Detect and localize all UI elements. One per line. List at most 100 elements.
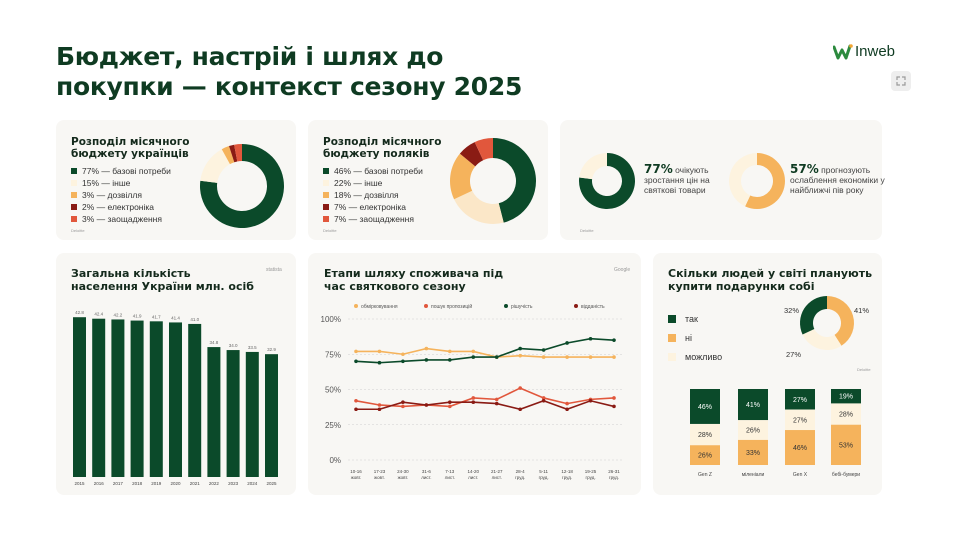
donut-value-label: 41% — [854, 306, 869, 315]
card-population: Загальна кількість населення України млн… — [56, 253, 296, 495]
legend-item: можливо — [668, 347, 722, 366]
x-tick-label: 21-27 — [491, 469, 503, 474]
brand-logo[interactable]: Inweb — [833, 43, 895, 60]
data-point — [448, 404, 452, 409]
y-tick-label: 75% — [325, 350, 341, 359]
data-point — [424, 403, 429, 407]
x-tick-label: 31-6 — [422, 469, 432, 474]
x-tick-label: 2016 — [94, 481, 105, 486]
slice-дозвілля — [221, 146, 235, 165]
journey-line-chart: обмірковування пошук пропозицій рішучість в… — [321, 303, 624, 480]
data-point — [565, 355, 569, 359]
page-title: Бюджет, настрій і шлях до покупки — конт… — [56, 42, 616, 102]
slice-expect — [745, 153, 785, 209]
card-title: Загальна кількість населення України млн… — [71, 267, 254, 293]
source-label: Deloitte — [323, 228, 337, 233]
segment-value-label: 26% — [698, 453, 712, 460]
segment-value-label: 46% — [793, 445, 807, 452]
source-label: Deloitte — [71, 228, 85, 233]
bar — [73, 317, 86, 477]
x-tick-label: 24-30 — [397, 469, 409, 474]
legend-item: 3% — дозвілля — [71, 189, 171, 201]
card-title: Скільки людей у світі планують купити по… — [668, 267, 873, 293]
x-tick-label: 17-23 — [374, 469, 386, 474]
bar-value-label: 41.9 — [133, 314, 142, 319]
bar — [169, 322, 182, 477]
stacked-segment — [785, 389, 815, 410]
y-tick-label: 0% — [329, 456, 341, 465]
legend-swatch — [71, 204, 77, 210]
segment-value-label: 27% — [793, 417, 807, 424]
x-tick-label: 26-31 — [608, 469, 620, 474]
bar-value-label: 42.8 — [75, 310, 84, 315]
stat-price-growth: 77% очікують зростання цін на святкові т… — [644, 163, 734, 195]
data-point — [471, 400, 476, 404]
data-point — [377, 349, 382, 354]
data-point — [612, 355, 616, 359]
legend-marker — [504, 304, 508, 308]
series-line — [356, 347, 614, 358]
bar-value-label: 33.5 — [248, 345, 257, 350]
card-budget-pl: Розподіл місячного бюджету поляків 46% —… — [308, 120, 548, 240]
data-point — [494, 397, 499, 402]
x-tick-label: 2017 — [113, 481, 124, 486]
stat-economy: 57% прогнозують ослаблення економіки у н… — [790, 162, 886, 195]
data-point — [494, 401, 499, 406]
data-point — [541, 398, 546, 403]
card-gifts: Скільки людей у світі планують купити по… — [653, 253, 882, 495]
x-tick-label: жовт. — [374, 475, 385, 480]
budget-ua-donut — [200, 144, 284, 228]
x-tick-label: міленіали — [742, 472, 765, 478]
x-tick-label: 12-18 — [561, 469, 573, 474]
series-line — [356, 399, 615, 411]
y-tick-label: 25% — [325, 421, 341, 430]
legend-item: 22% — інше — [323, 177, 423, 189]
fullscreen-button[interactable] — [891, 71, 911, 91]
x-tick-label: жовт. — [398, 475, 409, 480]
legend-swatch — [71, 180, 77, 186]
series-line — [355, 387, 615, 408]
source-label: Google — [614, 267, 631, 273]
stat-value: 57% — [790, 162, 819, 176]
x-tick-label: Gen Z — [698, 472, 712, 478]
data-point — [448, 349, 452, 354]
bar-value-label: 32.9 — [267, 347, 276, 352]
bar — [226, 350, 240, 477]
data-point — [588, 398, 593, 403]
legend-marker — [354, 304, 358, 308]
slice-заощадження — [234, 144, 242, 162]
slice-rest — [729, 153, 757, 207]
x-tick-label: груд. — [609, 475, 619, 480]
data-point — [377, 403, 382, 407]
bar — [207, 347, 221, 477]
source-label: Deloitte — [857, 367, 871, 372]
segment-value-label: 26% — [746, 428, 760, 435]
x-tick-label: жовт. — [351, 475, 362, 480]
data-point — [541, 396, 546, 400]
x-tick-label: 2018 — [132, 481, 143, 486]
bar-value-label: 41.0 — [190, 317, 199, 322]
stacked-segment — [690, 423, 720, 446]
legend-marker — [574, 304, 578, 308]
x-tick-label: Gen X — [793, 472, 808, 478]
card-journey: Етапи шляху споживача під час святкового… — [308, 253, 641, 495]
slice-базові потреби — [200, 144, 284, 228]
slice-електроніка — [229, 144, 238, 163]
x-tick-label: 2024 — [247, 481, 258, 486]
slice-інше — [454, 190, 504, 224]
stacked-segment — [738, 420, 768, 440]
x-tick-label: груд. — [515, 475, 525, 480]
legend-item: 15% — інше — [71, 177, 171, 189]
legend-swatch — [71, 192, 77, 198]
slice-інше — [200, 149, 230, 183]
data-point — [424, 358, 429, 362]
legend-swatch — [323, 204, 329, 210]
bar — [265, 354, 278, 477]
bar-value-label: 34.0 — [229, 343, 238, 348]
x-tick-label: 10-16 — [350, 469, 362, 474]
legend-item: так — [668, 309, 722, 328]
stacked-segment — [690, 389, 720, 424]
data-point — [518, 346, 522, 351]
legend-label: відданість — [581, 304, 605, 310]
data-point — [471, 355, 476, 359]
